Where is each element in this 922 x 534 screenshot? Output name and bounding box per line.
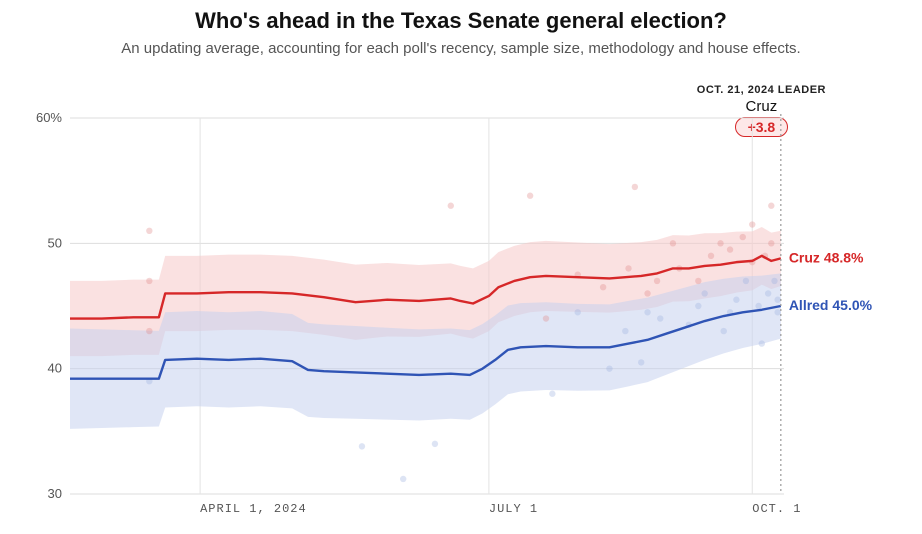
chart-area: 30 40 50 60% APRIL 1, 2024 JULY 1 OCT. 1 Cruz 4… [30,108,904,524]
svg-text:50: 50 [48,235,62,250]
svg-text:40: 40 [48,361,62,376]
svg-text:JULY 1: JULY 1 [489,502,538,516]
leader-date: OCT. 21, 2024 LEADER [697,84,826,96]
chart-title: Who's ahead in the Texas Senate general … [0,8,922,34]
svg-text:Cruz 48.8%: Cruz 48.8% [789,249,864,265]
chart-subtitle: An updating average, accounting for each… [0,40,922,57]
polling-chart: 30 40 50 60% APRIL 1, 2024 JULY 1 OCT. 1 Cruz 4… [30,108,904,524]
svg-text:Allred 45.0%: Allred 45.0% [789,297,873,313]
svg-text:OCT. 1: OCT. 1 [752,502,801,516]
svg-text:30: 30 [48,486,62,501]
svg-text:APRIL 1, 2024: APRIL 1, 2024 [200,502,307,516]
svg-text:60%: 60% [36,110,62,125]
